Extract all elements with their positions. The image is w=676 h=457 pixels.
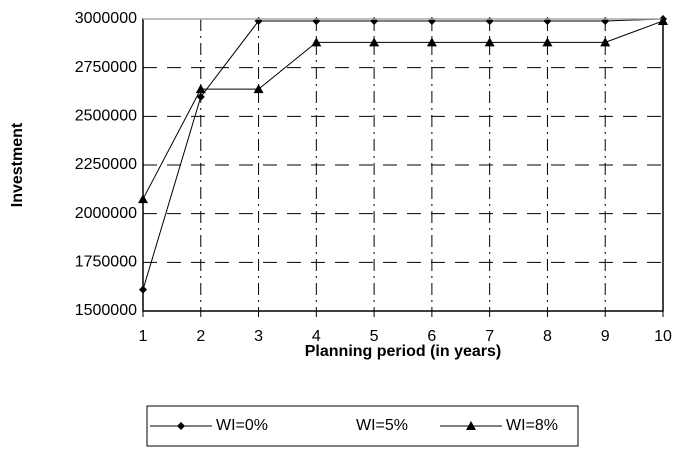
- y-tick-label: 2750000: [75, 59, 137, 76]
- marker: [485, 16, 494, 25]
- y-tick-label: 1750000: [75, 254, 137, 271]
- x-tick-label: 9: [601, 328, 610, 345]
- marker: [138, 194, 148, 204]
- series-line: [142, 18, 664, 290]
- x-tick-label: 3: [254, 328, 263, 345]
- marker: [426, 37, 437, 47]
- marker: [311, 37, 322, 47]
- x-tick-label: 8: [543, 328, 552, 345]
- x-tick-label: 4: [312, 328, 321, 345]
- marker: [600, 37, 611, 47]
- legend-box: [146, 405, 579, 447]
- y-tick-label: 2250000: [75, 156, 137, 173]
- y-tick-label: 2500000: [75, 108, 137, 125]
- marker: [312, 16, 321, 25]
- marker: [254, 16, 263, 25]
- y-tick-label: 3000000: [75, 10, 137, 27]
- marker: [196, 92, 205, 101]
- x-tick-label: 1: [139, 328, 148, 345]
- x-tick-label: 6: [427, 328, 436, 345]
- marker: [253, 84, 264, 94]
- marker: [139, 285, 147, 294]
- x-tick-label: 5: [370, 328, 379, 345]
- legend-label: WI=5%: [356, 417, 408, 434]
- marker: [427, 16, 436, 25]
- marker: [177, 422, 185, 430]
- marker: [370, 16, 379, 25]
- y-tick-label: 2000000: [75, 205, 137, 222]
- legend-label: WI=0%: [216, 417, 268, 434]
- series-line: [142, 20, 664, 200]
- marker: [484, 37, 495, 47]
- legend-label: WI=8%: [506, 417, 558, 434]
- x-axis-label: Planning period (in years): [305, 343, 501, 360]
- y-axis-label: Investment: [9, 122, 26, 207]
- y-tick-label: 1500000: [75, 302, 137, 319]
- marker: [369, 37, 380, 47]
- marker: [658, 15, 668, 25]
- marker: [466, 421, 476, 430]
- marker: [543, 16, 552, 25]
- marker: [542, 37, 553, 47]
- marker: [601, 16, 610, 25]
- marker: [195, 84, 206, 94]
- x-tick-label: 7: [485, 328, 494, 345]
- x-tick-label: 2: [196, 328, 205, 345]
- x-tick-label: 10: [654, 328, 672, 345]
